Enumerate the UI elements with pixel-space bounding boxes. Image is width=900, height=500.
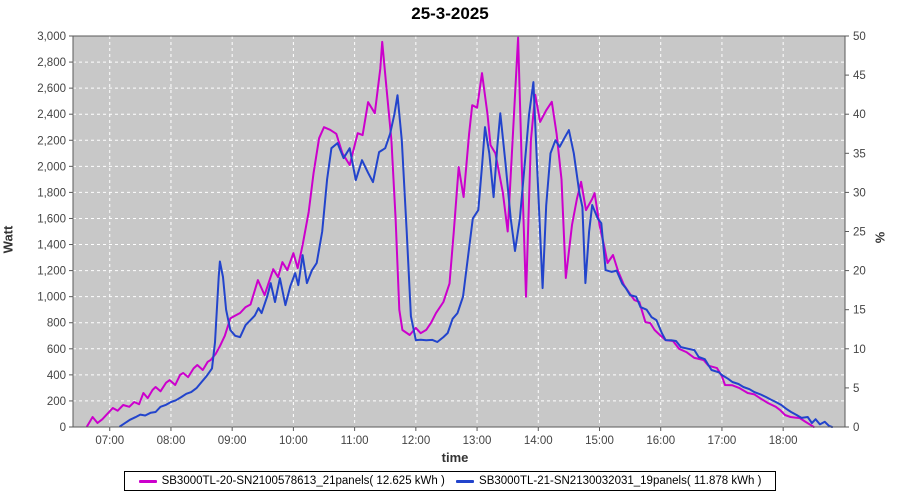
y-axis-title-right: % [872, 231, 888, 244]
x-tick-label: 13:00 [463, 435, 492, 447]
y-tick-label-left: 800 [47, 318, 66, 330]
x-tick-label: 18:00 [769, 435, 798, 447]
x-tick-label: 08:00 [157, 435, 186, 447]
legend: SB3000TL-20-SN2100578613_21panels( 12.62… [0, 471, 900, 492]
y-tick-label-left: 200 [47, 396, 66, 408]
y-tick-label-right: 20 [853, 266, 866, 278]
y-tick-label-right: 25 [853, 227, 866, 239]
x-tick-label: 10:00 [279, 435, 308, 447]
y-tick-label-left: 2,800 [37, 57, 66, 69]
x-tick-label: 14:00 [524, 435, 553, 447]
x-tick-label: 11:00 [341, 435, 369, 447]
legend-swatch-magenta-line [138, 479, 157, 483]
y-tick-label-right: 50 [853, 31, 866, 43]
y-tick-label-right: 30 [853, 187, 866, 199]
legend-label: SB3000TL-21-SN2130032031_19panels( 11.87… [479, 475, 762, 487]
y-tick-label-left: 2,400 [37, 109, 66, 121]
y-tick-label-right: 45 [853, 70, 866, 82]
y-tick-label-left: 400 [47, 370, 66, 382]
y-tick-label-left: 0 [60, 422, 66, 434]
legend-item: SB3000TL-20-SN2100578613_21panels( 12.62… [138, 475, 445, 487]
y-axis-title-left: Watt [0, 225, 16, 254]
x-tick-label: 07:00 [95, 435, 124, 447]
y-tick-label-left: 1,600 [37, 213, 66, 225]
x-axis-title: time [441, 450, 469, 465]
y-tick-label-left: 3,000 [37, 31, 66, 43]
legend-item: SB3000TL-21-SN2130032031_19panels( 11.87… [456, 475, 761, 487]
y-tick-label-right: 0 [853, 422, 859, 434]
x-tick-label: 16:00 [646, 435, 675, 447]
plot-area: 3,000 2,800 2,600 2,400 2,200 2,000 1,800 1,600… [37, 31, 866, 447]
y-tick-label-left: 1,200 [37, 266, 66, 278]
y-tick-label-left: 2,000 [37, 161, 66, 173]
chart-title: 25-3-2025 [411, 4, 489, 23]
y-tick-label-right: 15 [853, 305, 866, 317]
y-tick-label-left: 2,200 [37, 135, 66, 147]
x-tick-label: 09:00 [218, 435, 247, 447]
y-tick-label-left: 1,800 [37, 187, 66, 199]
series-line-1 [119, 81, 834, 428]
y-tick-label-right: 40 [853, 109, 866, 121]
x-tick-label: 15:00 [585, 435, 614, 447]
x-tick-label: 17:00 [708, 435, 737, 447]
legend-swatch-blue-line [456, 479, 475, 483]
legend-label: SB3000TL-20-SN2100578613_21panels( 12.62… [161, 475, 445, 487]
y-tick-label-left: 600 [47, 344, 66, 356]
plot-background [73, 36, 845, 427]
legend-box: SB3000TL-20-SN2100578613_21panels( 12.62… [123, 471, 777, 492]
x-tick-label: 12:00 [401, 435, 430, 447]
y-tick-label-left: 2,600 [37, 83, 66, 95]
y-tick-label-right: 35 [853, 148, 866, 160]
y-tick-label-right: 5 [853, 383, 859, 395]
y-tick-label-right: 10 [853, 344, 866, 356]
y-tick-label-left: 1,000 [37, 292, 66, 304]
y-tick-label-left: 1,400 [37, 240, 66, 252]
